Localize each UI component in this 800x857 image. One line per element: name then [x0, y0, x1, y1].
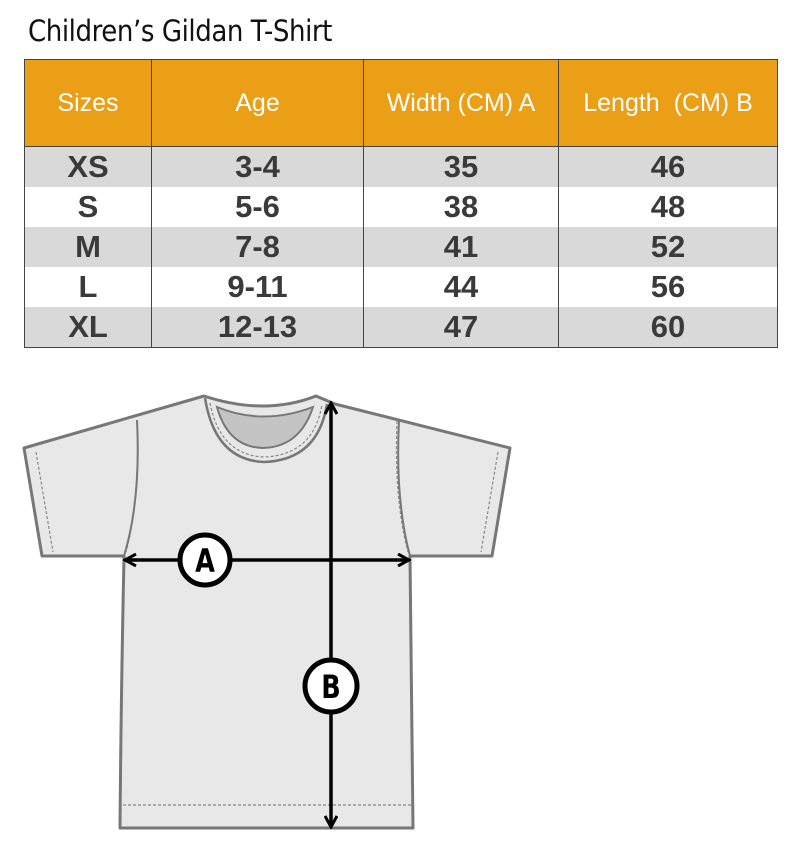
table-row: S 5-6 38 48 — [24, 187, 778, 227]
size-chart-table: Sizes Age Width (CM) A Length (CM) B XS … — [24, 59, 778, 348]
cell-width: 35 — [363, 146, 559, 187]
table-row: M 7-8 41 52 — [24, 227, 778, 267]
cell-width: 47 — [363, 307, 559, 348]
cell-length: 56 — [558, 267, 778, 307]
cell-size: M — [24, 227, 152, 267]
cell-size: S — [24, 187, 152, 227]
cell-width: 41 — [363, 227, 559, 267]
table-row: XL 12-13 47 60 — [24, 307, 778, 348]
cell-width: 44 — [363, 267, 559, 307]
header-age: Age — [151, 59, 364, 147]
tshirt-outline — [22, 394, 512, 830]
table-header-row: Sizes Age Width (CM) A Length (CM) B — [24, 59, 778, 147]
cell-size: XL — [24, 307, 152, 348]
cell-size: L — [24, 267, 152, 307]
table-row: L 9-11 44 56 — [24, 267, 778, 307]
label-a-circle — [177, 532, 233, 588]
table-row: XS 3-4 35 46 — [24, 146, 778, 187]
label-b: B — [321, 668, 341, 706]
cell-age: 9-11 — [151, 267, 364, 307]
collar-inner — [215, 405, 315, 450]
cell-age: 12-13 — [151, 307, 364, 348]
label-b-circle — [302, 657, 360, 715]
collar-band — [203, 397, 329, 464]
label-a: A — [195, 542, 215, 580]
cell-length: 46 — [558, 146, 778, 187]
cell-age: 5-6 — [151, 187, 364, 227]
header-sizes: Sizes — [24, 59, 152, 147]
cell-length: 52 — [558, 227, 778, 267]
cell-width: 38 — [363, 187, 559, 227]
header-length: Length (CM) B — [558, 59, 778, 147]
header-width: Width (CM) A — [363, 59, 559, 147]
cell-size: XS — [24, 146, 152, 187]
cell-length: 48 — [558, 187, 778, 227]
page-title: Children’s Gildan T-Shirt — [28, 14, 332, 48]
cell-age: 3-4 — [151, 146, 364, 187]
cell-length: 60 — [558, 307, 778, 348]
